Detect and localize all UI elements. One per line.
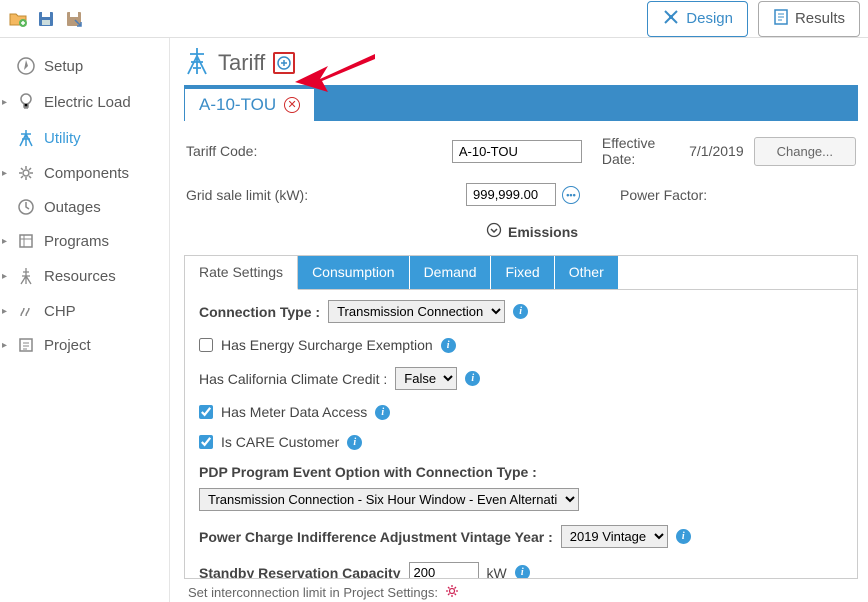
settings-link-icon[interactable]: [444, 583, 460, 602]
grid-limit-label: Grid sale limit (kW):: [186, 187, 346, 203]
compass-icon: [16, 56, 36, 76]
meter-access-checkbox[interactable]: [199, 405, 213, 419]
sidebar: Setup ▸ Electric Load Utility ▸ Componen…: [0, 38, 170, 602]
pdp-select[interactable]: Transmission Connection - Six Hour Windo…: [199, 488, 579, 511]
footer-text: Set interconnection limit in Project Set…: [188, 585, 438, 600]
ellipsis-button[interactable]: •••: [562, 186, 580, 204]
resources-icon: [16, 266, 36, 286]
climate-credit-label: Has California Climate Credit :: [199, 371, 387, 387]
pcia-label: Power Charge Indifference Adjustment Vin…: [199, 529, 553, 545]
effective-date-value: 7/1/2019: [689, 143, 744, 159]
info-icon[interactable]: i: [375, 405, 390, 420]
caret-icon: ▸: [2, 168, 7, 179]
design-label: Design: [686, 10, 733, 27]
save-icon[interactable]: [36, 9, 56, 29]
sidebar-item-utility[interactable]: Utility: [0, 120, 169, 156]
tab-label: A-10-TOU: [199, 95, 276, 115]
surcharge-checkbox[interactable]: [199, 338, 213, 352]
tab-fixed[interactable]: Fixed: [491, 256, 554, 289]
sidebar-label: Outages: [44, 199, 101, 216]
results-label: Results: [795, 10, 845, 27]
pdp-label: PDP Program Event Option with Connection…: [199, 464, 537, 480]
save-as-icon[interactable]: [64, 9, 84, 29]
connection-type-select[interactable]: Transmission Connection: [328, 300, 505, 323]
design-icon: [662, 8, 680, 30]
tower-icon: [184, 46, 210, 79]
chp-icon: [16, 302, 36, 320]
grid-limit-input[interactable]: [466, 183, 556, 206]
folder-open-icon[interactable]: [8, 9, 28, 29]
tab-demand[interactable]: Demand: [410, 256, 492, 289]
connection-type-label: Connection Type :: [199, 304, 320, 320]
design-button[interactable]: Design: [647, 1, 748, 37]
gear-icon: [16, 164, 36, 182]
info-icon[interactable]: i: [347, 435, 362, 450]
info-icon[interactable]: i: [515, 565, 530, 579]
standby-label: Standby Reservation Capacity: [199, 565, 401, 580]
pcia-select[interactable]: 2019 Vintage: [561, 525, 668, 548]
tab-other[interactable]: Other: [555, 256, 619, 289]
tariff-code-input[interactable]: [452, 140, 582, 163]
sidebar-label: Electric Load: [44, 94, 131, 111]
results-icon: [773, 8, 789, 30]
sidebar-label: Resources: [44, 268, 116, 285]
info-icon[interactable]: i: [441, 338, 456, 353]
effective-date-label: Effective Date:: [602, 135, 679, 167]
sidebar-item-outages[interactable]: Outages: [0, 190, 169, 224]
sidebar-label: Project: [44, 337, 91, 354]
sidebar-item-setup[interactable]: Setup: [0, 48, 169, 84]
power-factor-label: Power Factor:: [620, 187, 707, 203]
caret-icon: ▸: [2, 97, 7, 108]
sidebar-item-project[interactable]: ▸ Project: [0, 328, 169, 362]
sidebar-item-resources[interactable]: ▸ Resources: [0, 258, 169, 294]
sidebar-label: Components: [44, 165, 129, 182]
sidebar-item-programs[interactable]: ▸ Programs: [0, 224, 169, 258]
surcharge-label: Has Energy Surcharge Exemption: [221, 337, 433, 353]
sidebar-item-components[interactable]: ▸ Components: [0, 156, 169, 190]
caret-icon: ▸: [2, 340, 7, 351]
change-button[interactable]: Change...: [754, 137, 856, 166]
care-label: Is CARE Customer: [221, 434, 339, 450]
sidebar-item-chp[interactable]: ▸ CHP: [0, 294, 169, 328]
sidebar-label: Utility: [44, 130, 81, 147]
tariff-tabbar: A-10-TOU ✕: [184, 85, 858, 121]
lightbulb-icon: [16, 92, 36, 112]
info-icon[interactable]: i: [676, 529, 691, 544]
sidebar-item-electric-load[interactable]: ▸ Electric Load: [0, 84, 169, 120]
tab-rate-settings[interactable]: Rate Settings: [185, 256, 298, 290]
emissions-label: Emissions: [508, 224, 578, 240]
meter-access-label: Has Meter Data Access: [221, 404, 367, 420]
tariff-code-label: Tariff Code:: [186, 143, 338, 159]
info-icon[interactable]: i: [513, 304, 528, 319]
caret-icon: ▸: [2, 236, 7, 247]
project-icon: [16, 336, 36, 354]
highlight-arrow: [290, 44, 390, 94]
utility-icon: [16, 128, 36, 148]
caret-icon: ▸: [2, 271, 7, 282]
info-icon[interactable]: i: [465, 371, 480, 386]
chevron-down-icon: [486, 222, 502, 241]
sidebar-label: CHP: [44, 303, 76, 320]
results-button[interactable]: Results: [758, 1, 860, 37]
care-checkbox[interactable]: [199, 435, 213, 449]
close-icon[interactable]: ✕: [284, 97, 300, 113]
tariff-title: Tariff: [218, 50, 265, 76]
emissions-toggle[interactable]: Emissions: [486, 222, 856, 241]
caret-icon: ▸: [2, 306, 7, 317]
climate-credit-select[interactable]: False: [395, 367, 457, 390]
outages-icon: [16, 198, 36, 216]
tab-consumption[interactable]: Consumption: [298, 256, 410, 289]
sidebar-label: Setup: [44, 58, 83, 75]
standby-input[interactable]: [409, 562, 479, 579]
programs-icon: [16, 232, 36, 250]
standby-unit: kW: [487, 565, 507, 580]
sidebar-label: Programs: [44, 233, 109, 250]
